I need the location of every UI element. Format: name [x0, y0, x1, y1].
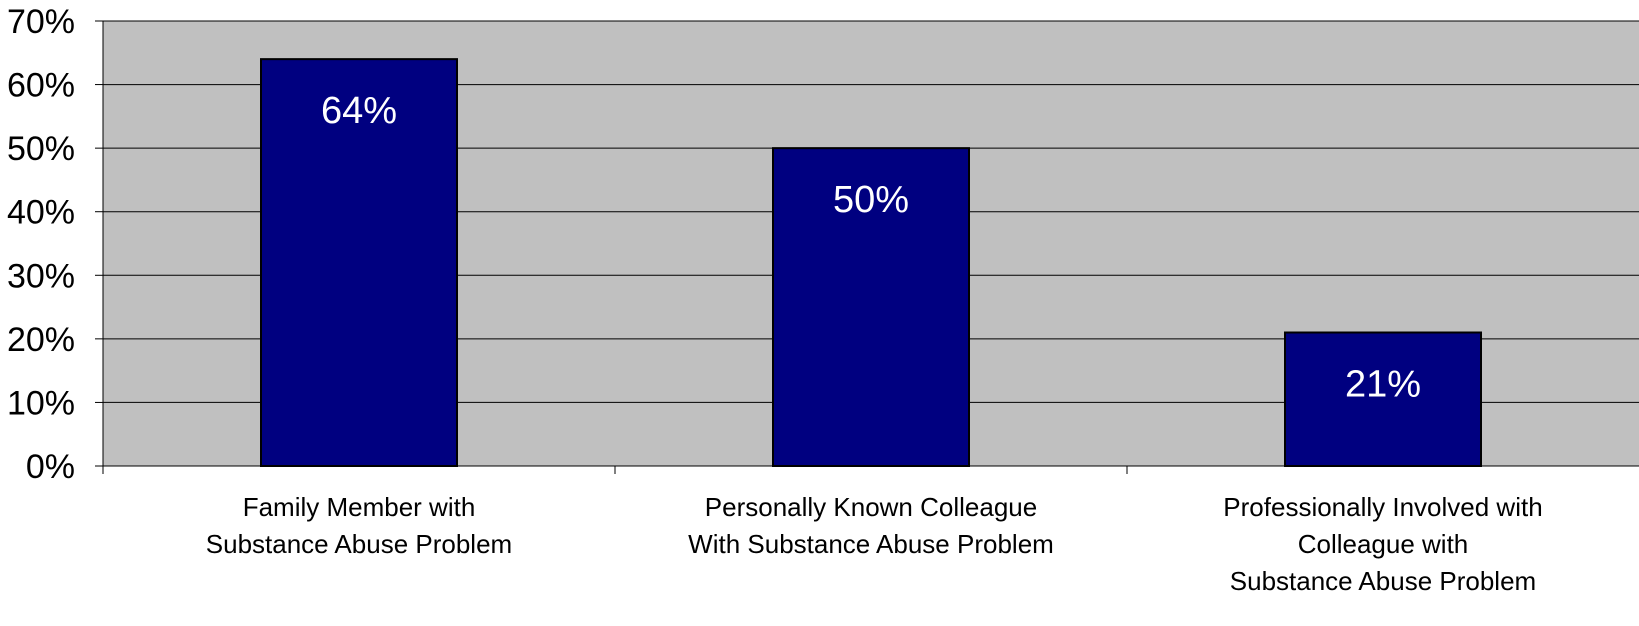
y-tick-label: 10%: [7, 384, 75, 422]
y-tick-label: 50%: [7, 130, 75, 168]
x-tick-label-line: Personally Known Colleague: [705, 492, 1037, 522]
y-tick-label: 70%: [7, 3, 75, 41]
axes: [95, 20, 1639, 474]
x-tick-label-line: Substance Abuse Problem: [1230, 566, 1536, 596]
y-axis-tick-labels: 0% 10% 20% 30% 40% 50% 60% 70%: [7, 3, 75, 486]
x-tick-label-line: Substance Abuse Problem: [206, 529, 512, 559]
x-tick-label-line: Colleague with: [1298, 529, 1469, 559]
y-tick-label: 30%: [7, 257, 75, 295]
data-label: 50%: [833, 179, 909, 221]
y-tick-label: 60%: [7, 67, 75, 105]
x-tick-label: Personally Known Colleague With Substance…: [688, 492, 1054, 559]
y-tick-label: 0%: [26, 448, 75, 486]
x-tick-label-line: Professionally Involved with: [1223, 492, 1542, 522]
x-axis-tick-labels: Family Member with Substance Abuse Proble…: [206, 492, 1543, 596]
bar: [260, 58, 458, 468]
y-tick-label: 40%: [7, 194, 75, 232]
x-tick-label: Professionally Involved with Colleague wi…: [1223, 492, 1542, 596]
data-label: 64%: [321, 90, 397, 132]
x-tick-label: Family Member with Substance Abuse Proble…: [206, 492, 512, 559]
data-labels: 64% 50% 21%: [321, 90, 1421, 405]
x-tick-label-line: With Substance Abuse Problem: [688, 529, 1054, 559]
data-label: 21%: [1345, 364, 1421, 406]
y-tick-label: 20%: [7, 321, 75, 359]
x-tick-label-line: Family Member with: [243, 492, 476, 522]
bar: [772, 147, 970, 467]
